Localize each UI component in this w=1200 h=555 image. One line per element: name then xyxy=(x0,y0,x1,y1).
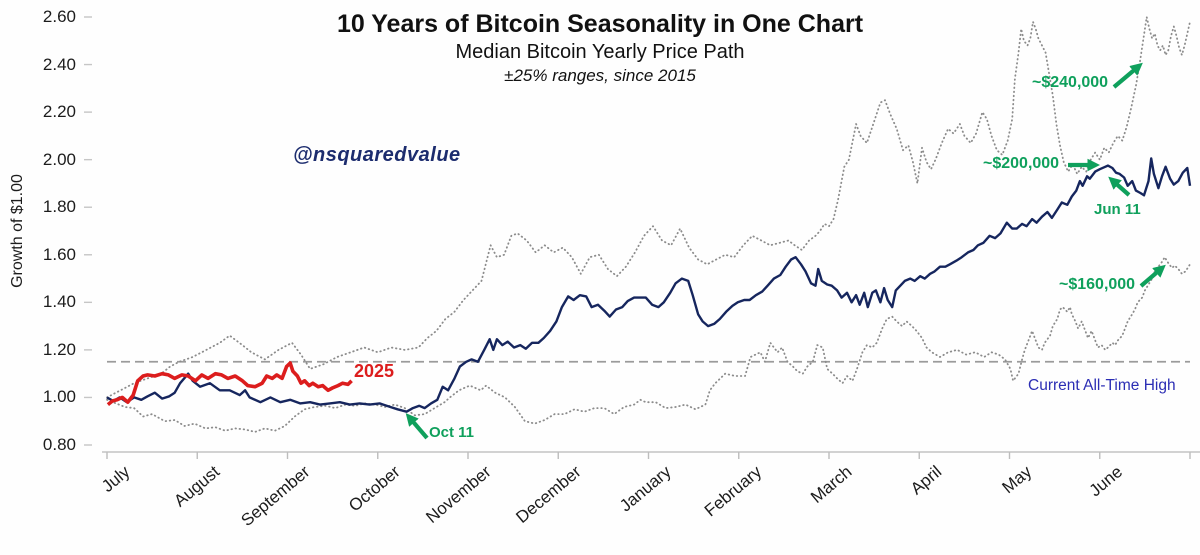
series--25-band xyxy=(106,256,1191,433)
chart-title: 10 Years of Bitcoin Seasonality in One C… xyxy=(336,10,864,38)
y-tick-label-1.00: 1.00 xyxy=(42,387,76,407)
y-tick-label-2.00: 2.00 xyxy=(42,149,76,169)
series-median-yearly-path-since-2015 xyxy=(106,157,1192,413)
y-tick-label-1.20: 1.20 xyxy=(42,339,76,359)
label-2025: 2025 xyxy=(354,361,395,381)
price-160k-arrow xyxy=(1139,264,1166,288)
y-tick-label-1.80: 1.80 xyxy=(42,197,76,217)
annotation-jun-11: Jun 11 xyxy=(1094,201,1141,218)
y-tick-label-2.60: 2.60 xyxy=(42,7,76,26)
annotation-price-200k: ~$200,000 xyxy=(983,155,1060,172)
series--25-band xyxy=(106,16,1191,399)
y-tick-label-0.80: 0.80 xyxy=(42,435,76,454)
annotation-price-240k: ~$240,000 xyxy=(1032,74,1109,91)
y-tick-label-2.40: 2.40 xyxy=(42,54,76,74)
annotation-current-ath: Current All-Time High xyxy=(1028,377,1176,394)
jun-11-arrow xyxy=(1108,176,1131,197)
chart-range-note: ±25% ranges, since 2015 xyxy=(504,65,696,85)
y-tick-label-1.40: 1.40 xyxy=(42,292,76,312)
y-tick-label-2.20: 2.20 xyxy=(42,102,76,122)
chart-title-block: 10 Years of Bitcoin Seasonality in One C… xyxy=(0,10,1200,87)
chart-subtitle: Median Bitcoin Yearly Price Path xyxy=(455,40,745,63)
oct-11-arrow xyxy=(405,413,429,440)
price-240k-arrow xyxy=(1112,62,1143,89)
watermark: @nsquaredvalue xyxy=(293,144,461,166)
annotation-price-160k: ~$160,000 xyxy=(1059,276,1136,293)
y-tick-label-1.60: 1.60 xyxy=(42,244,76,264)
series-2025 xyxy=(106,361,353,407)
annotation-oct-11: Oct 11 xyxy=(429,424,475,441)
